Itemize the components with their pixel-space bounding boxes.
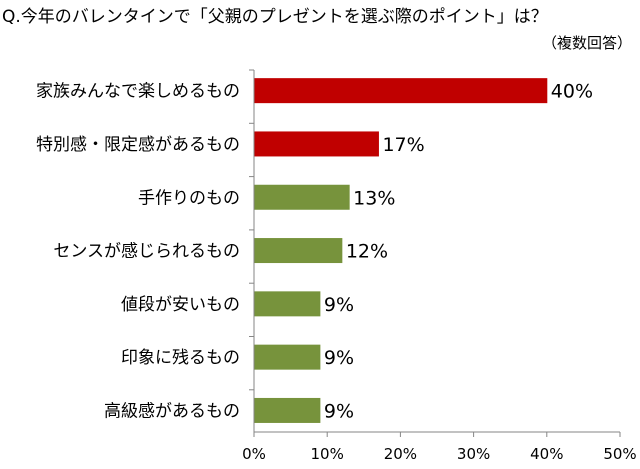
category-label: 手作りのもの	[138, 188, 240, 208]
bar	[253, 238, 343, 264]
bar	[253, 344, 321, 370]
bars-layer	[253, 78, 548, 423]
bar	[253, 397, 321, 423]
x-tick-label: 0%	[242, 445, 266, 463]
value-label: 9%	[324, 294, 354, 316]
chart-title: Q.今年のバレンタインで「父親のプレゼントを選ぶ際のポイント」は？	[2, 7, 548, 27]
bar	[253, 131, 379, 157]
x-tick-label: 30%	[457, 445, 490, 463]
category-label: センスが感じられるもの	[53, 242, 240, 262]
category-label: 特別感・限定感があるもの	[36, 135, 240, 155]
labels-layer: 家族みんなで楽しめるもの 40% 特別感・限定感があるもの 17% 手作りのもの 13% セ…	[36, 81, 593, 423]
bar	[253, 78, 548, 104]
bar	[253, 184, 350, 210]
chart-subtitle: （複数回答）	[541, 34, 632, 52]
x-tick-label: 10%	[311, 445, 344, 463]
value-label: 9%	[324, 400, 354, 422]
value-label: 13%	[353, 187, 395, 209]
category-label: 値段が安いもの	[121, 295, 240, 315]
category-label: 家族みんなで楽しめるもの	[36, 82, 240, 102]
x-tick-label: 40%	[530, 445, 563, 463]
axis-layer: 0% 10% 20% 30% 40% 50%	[242, 69, 637, 463]
value-label: 12%	[346, 241, 388, 263]
x-tick-label: 50%	[603, 445, 636, 463]
value-label: 17%	[382, 134, 424, 156]
x-tick-label: 20%	[384, 445, 417, 463]
bar	[253, 291, 321, 317]
value-label: 40%	[551, 81, 593, 103]
category-label: 高級感があるもの	[104, 401, 240, 421]
value-label: 9%	[324, 347, 354, 369]
category-label: 印象に残るもの	[121, 348, 240, 368]
